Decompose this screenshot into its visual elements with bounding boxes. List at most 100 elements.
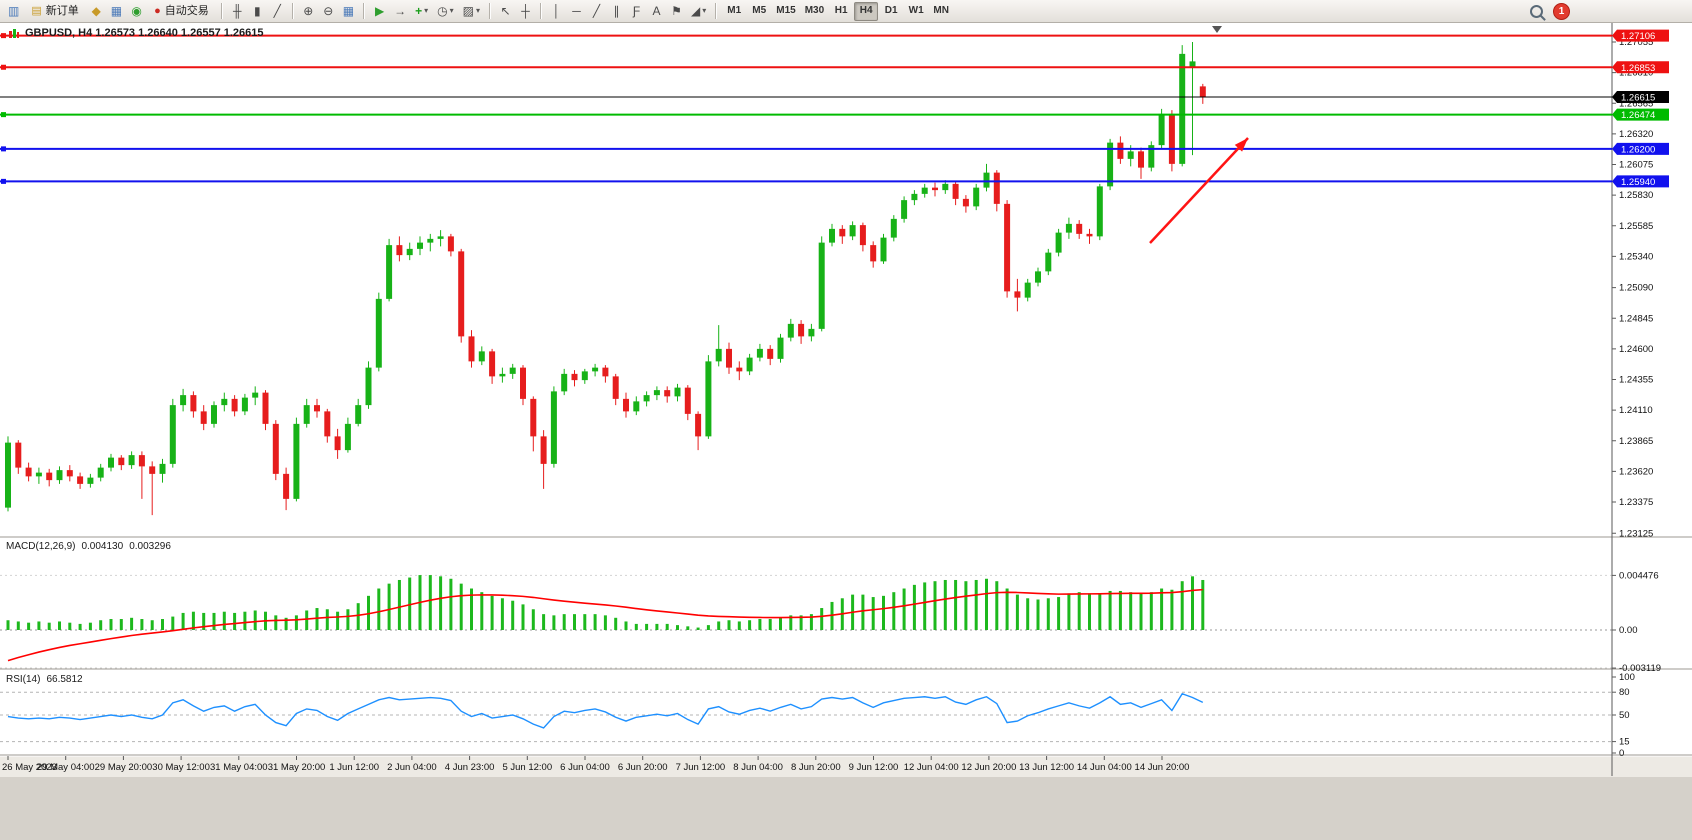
bar-chart-button[interactable]: ╫ — [228, 2, 247, 21]
timeframe-button-mn[interactable]: MN — [933, 5, 949, 16]
candle — [674, 387, 681, 397]
price-tag-label: 1.26853 — [1621, 63, 1655, 74]
vertical-line-icon: │ — [552, 4, 561, 18]
candle — [530, 398, 537, 437]
candle — [1107, 142, 1114, 187]
price-tag — [1617, 29, 1669, 42]
candle — [993, 172, 1000, 204]
chart-title-text: GBPUSD, H4 1.26573 1.26640 1.26557 1.266… — [25, 27, 264, 39]
time-label: 12 Jun 20:00 — [961, 762, 1016, 773]
chart-shift-button[interactable]: → — [390, 2, 410, 21]
price-tick-label: 1.25340 — [1619, 251, 1653, 262]
timeframe-button-m1[interactable]: M1 — [727, 5, 742, 16]
label-tool-button[interactable]: ⚑ — [667, 2, 686, 21]
candle — [942, 183, 949, 191]
chart-shift-marker[interactable] — [1212, 26, 1222, 33]
market-watch-button[interactable]: ▦ — [107, 2, 126, 21]
navigator-button[interactable]: ◉ — [127, 2, 146, 21]
price-tag-arrow — [1612, 29, 1617, 42]
timeframe-button-h1[interactable]: H1 — [834, 5, 848, 16]
candle — [1138, 151, 1144, 168]
candle — [180, 395, 187, 406]
chart-canvas[interactable] — [0, 23, 1612, 537]
dropdown-arrow-icon: ▾ — [702, 6, 707, 15]
vertical-line-button[interactable]: │ — [547, 2, 566, 21]
line-chart-button[interactable]: ╱ — [268, 2, 287, 21]
time-label: 2 Jun 04:00 — [387, 762, 437, 773]
price-scale[interactable] — [1612, 23, 1692, 776]
toolbar-right-group: 1 — [1530, 2, 1570, 20]
candle — [715, 348, 722, 362]
zoom-in-button[interactable]: ⊕ — [299, 2, 318, 21]
time-label: 9 Jun 12:00 — [849, 762, 899, 773]
dropdown-arrow-icon: ▾ — [449, 6, 454, 15]
candle — [932, 187, 938, 191]
price-tag — [1617, 142, 1669, 155]
candle — [756, 348, 763, 358]
notification-badge[interactable]: 1 — [1553, 2, 1570, 20]
line-anchor[interactable] — [1, 64, 6, 70]
price-tick-label: 1.23620 — [1619, 466, 1653, 477]
timeframe-button-m30[interactable]: M30 — [804, 5, 825, 16]
auto-trading-label: 自动交易 — [164, 4, 209, 17]
candle — [1148, 145, 1155, 168]
line-anchor[interactable] — [1, 178, 6, 184]
toolbar-separator — [488, 3, 491, 19]
profiles-button[interactable]: ◆ — [87, 2, 106, 21]
candle — [190, 395, 197, 412]
candle — [200, 411, 207, 424]
macd-panel[interactable] — [0, 539, 1612, 669]
price-tag — [1617, 175, 1669, 188]
candle — [787, 323, 794, 338]
cursor-button[interactable]: ↖ — [496, 2, 515, 21]
horizontal-line-button[interactable]: ─ — [567, 2, 586, 21]
candle — [334, 436, 341, 451]
time-label: 31 May 20:00 — [268, 762, 326, 773]
line-anchor[interactable] — [1, 112, 6, 118]
time-label: 31 May 04:00 — [210, 762, 268, 773]
candle — [66, 470, 73, 477]
new-order-label: 新订单 — [45, 4, 79, 17]
text-tool-button[interactable]: A — [647, 2, 666, 21]
search-icon[interactable] — [1530, 4, 1543, 18]
new-chart-button[interactable]: ▥ — [4, 2, 23, 21]
candle — [221, 398, 228, 406]
timeframe-button-m5[interactable]: M5 — [752, 5, 767, 16]
time-scale[interactable] — [0, 756, 1612, 777]
candle — [478, 351, 485, 362]
macd-scale-label: 0.004476 — [1619, 570, 1659, 581]
auto-trading-button[interactable]: ● 自动交易 — [147, 2, 216, 21]
trend-arrow[interactable] — [1149, 137, 1249, 244]
price-tick-label: 1.23125 — [1619, 528, 1653, 539]
timeframe-button-m15[interactable]: M15 — [776, 5, 796, 16]
tile-windows-button[interactable]: ▦ — [339, 2, 358, 21]
price-tick-label: 1.25090 — [1619, 283, 1653, 294]
trendline-icon: ╱ — [592, 4, 601, 18]
fibonacci-button[interactable]: Ƒ — [627, 2, 646, 21]
timeframe-button-d1[interactable]: D1 — [884, 5, 898, 16]
shapes-button[interactable]: ◢ ▾ — [687, 2, 710, 21]
candle — [262, 392, 269, 424]
rsi-panel[interactable] — [0, 671, 1612, 755]
candle — [468, 336, 475, 362]
periods-button[interactable]: ◷ ▾ — [433, 2, 458, 21]
macd-value-main: 0.004130 — [81, 541, 124, 552]
auto-scroll-button[interactable]: ▶ — [370, 2, 389, 21]
candle — [767, 348, 774, 359]
navigator-icon: ◉ — [131, 4, 142, 18]
candle — [890, 218, 897, 238]
trendline-button[interactable]: ╱ — [587, 2, 606, 21]
templates-button[interactable]: ▨ ▾ — [459, 2, 484, 21]
timeframe-button-w1[interactable]: W1 — [908, 5, 924, 16]
line-anchor[interactable] — [1, 146, 6, 152]
time-label: 26 May 2023 — [2, 762, 57, 773]
indicators-button[interactable]: + ▾ — [411, 2, 432, 21]
bottom-strip — [0, 777, 1692, 840]
channel-button[interactable]: ∥ — [607, 2, 626, 21]
timeframe-button-h4[interactable]: H4 — [854, 1, 879, 21]
line-anchor[interactable] — [1, 33, 6, 39]
new-order-button[interactable]: ▤ 新订单 — [24, 2, 85, 21]
candlestick-chart-button[interactable]: ▮ — [248, 2, 267, 21]
zoom-out-button[interactable]: ⊖ — [319, 2, 338, 21]
crosshair-button[interactable]: ┼ — [516, 2, 535, 21]
